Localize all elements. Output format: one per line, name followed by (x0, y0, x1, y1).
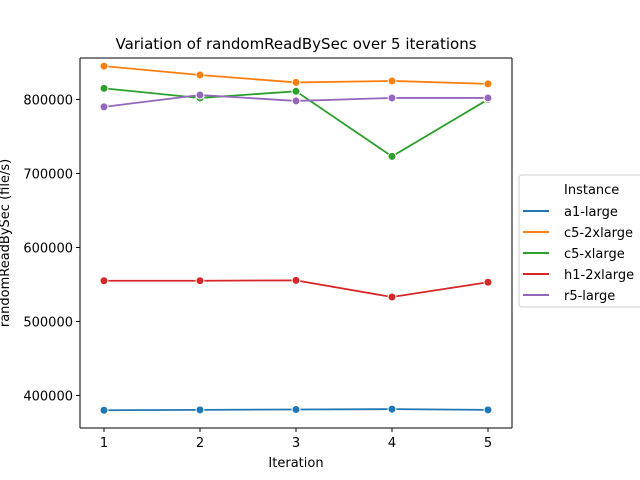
y-tick-label: 600000 (23, 241, 73, 256)
x-tick-label: 2 (196, 436, 204, 451)
data-point (291, 96, 301, 106)
data-point (483, 79, 493, 89)
data-point (387, 404, 397, 414)
y-tick-label: 500000 (23, 315, 73, 330)
data-point (387, 76, 397, 86)
data-point (483, 277, 493, 287)
data-point (291, 275, 301, 285)
data-point (291, 405, 301, 414)
data-point (99, 83, 109, 93)
data-point (195, 70, 205, 80)
data-point (99, 61, 109, 71)
data-point (483, 405, 493, 415)
x-tick-label: 3 (292, 436, 300, 451)
data-point (387, 93, 397, 103)
x-tick-label: 1 (100, 436, 108, 451)
x-tick-label: 5 (484, 436, 492, 451)
legend-label: h1-2xlarge (564, 268, 634, 283)
legend-label: a1-large (564, 205, 618, 220)
data-point (291, 86, 301, 96)
plot-area: 1 2 3 4 5 400000 500000 600000 700000 800000 (23, 57, 513, 451)
legend-title: Instance (564, 183, 619, 198)
data-point (99, 276, 109, 286)
data-point (195, 405, 205, 415)
y-tick-label: 800000 (23, 93, 73, 108)
y-axis-title: randomReadBySec (file/s) (0, 159, 13, 327)
legend-label: c5-xlarge (564, 247, 625, 262)
data-point (387, 151, 397, 161)
x-tick-label: 4 (388, 436, 396, 451)
legend: Instance a1-large c5-2xlarge c5-xlarge h1-2… (518, 174, 640, 308)
data-point (291, 77, 301, 87)
chart-title: Variation of randomReadBySec over 5 iter… (115, 35, 476, 53)
y-tick-label: 700000 (23, 167, 73, 182)
data-point (195, 90, 205, 100)
x-axis-title: Iteration (268, 456, 323, 471)
data-point (99, 102, 109, 112)
data-point (483, 93, 493, 103)
legend-items: a1-large c5-2xlarge c5-xlarge h1-2xlarge r5-… (523, 205, 634, 304)
data-point (387, 292, 397, 302)
data-point (195, 276, 205, 286)
legend-frame (518, 174, 640, 308)
legend-label: r5-large (564, 289, 615, 304)
data-point (99, 405, 109, 415)
legend-label: c5-2xlarge (564, 226, 633, 241)
y-tick-label: 400000 (23, 389, 73, 404)
